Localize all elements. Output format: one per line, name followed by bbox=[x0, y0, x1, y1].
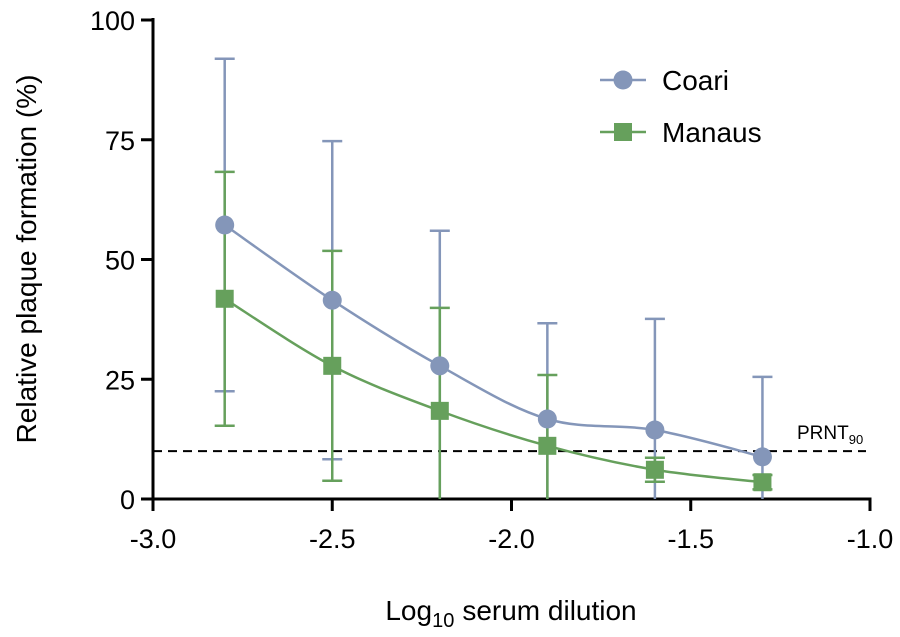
legend-label: Manaus bbox=[662, 117, 762, 148]
series-line bbox=[224, 297, 763, 484]
x-tick-label: -2.5 bbox=[309, 524, 356, 554]
reference-label: PRNT90 bbox=[797, 423, 863, 447]
x-label-rest: serum dilution bbox=[462, 595, 636, 626]
y-tick-label: 50 bbox=[105, 246, 135, 276]
marker bbox=[537, 409, 557, 429]
plot-area bbox=[214, 57, 773, 499]
reference-sub: 90 bbox=[849, 432, 863, 447]
y-tick-label: 75 bbox=[105, 126, 135, 156]
marker bbox=[323, 356, 342, 375]
x-tick-label: -1.0 bbox=[847, 524, 894, 554]
marker bbox=[322, 290, 342, 310]
marker bbox=[538, 436, 557, 455]
marker bbox=[753, 473, 772, 492]
marker bbox=[645, 460, 664, 479]
x-label-sub: 10 bbox=[432, 610, 454, 632]
y-axis-label: Relative plaque formation (%) bbox=[11, 75, 42, 444]
legend-label: Coari bbox=[662, 65, 729, 96]
reference-text: PRNT bbox=[797, 423, 849, 444]
marker bbox=[614, 123, 632, 141]
marker bbox=[430, 401, 449, 420]
series-line bbox=[223, 223, 763, 459]
y-tick-label: 0 bbox=[120, 485, 135, 515]
y-tick-label: 100 bbox=[90, 6, 135, 36]
x-tick-label: -2.0 bbox=[488, 524, 535, 554]
marker bbox=[215, 289, 234, 308]
marker bbox=[613, 70, 633, 90]
marker bbox=[430, 356, 450, 376]
marker bbox=[645, 420, 665, 440]
marker bbox=[215, 215, 235, 235]
x-tick-label: -1.5 bbox=[667, 524, 714, 554]
marker bbox=[752, 447, 772, 467]
x-tick-label: -3.0 bbox=[130, 524, 177, 554]
x-label-main: Log bbox=[385, 595, 432, 626]
x-axis-label: Log10 serum dilution bbox=[385, 595, 636, 632]
y-tick-label: 25 bbox=[105, 365, 135, 395]
